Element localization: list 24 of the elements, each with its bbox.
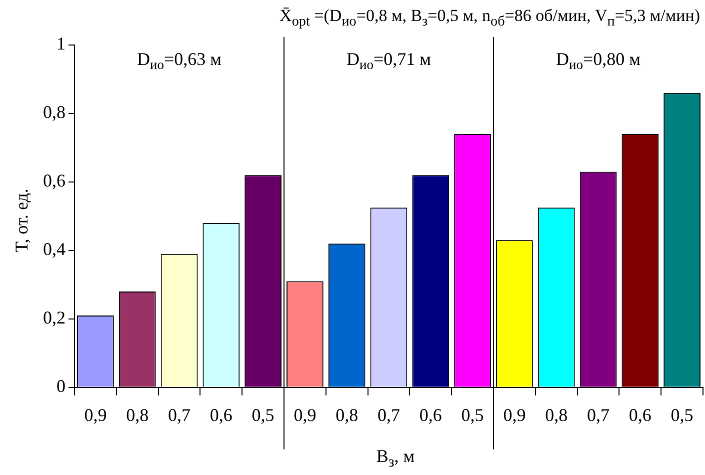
y-tick-label: 0 [56,376,66,396]
x-tick-label: 0,7 [378,404,400,425]
x-tick-label: 0,7 [168,404,190,425]
x-tick-label: 0,7 [587,404,610,425]
y-tick-label: 0,2 [43,308,66,328]
x-tick-label: 0,5 [252,404,274,425]
x-tick-label: 0,6 [628,404,652,425]
x-tick-label: 0,9 [503,404,526,425]
x-tick-label: 0,5 [461,404,484,425]
x-tick-label: 0,9 [84,404,107,425]
x-axis-title: В$_{з}$, м [375,446,416,472]
x-tick-label: 0,6 [210,404,232,425]
y-tick-label: 1 [56,34,66,54]
y-axis-title: Т, от. ед. [12,188,32,254]
x-tick-label: 0,9 [294,404,316,425]
y-tick-label: 0,8 [43,102,66,122]
x-tick-label: 0,8 [545,404,568,425]
y-tick-label: 0,4 [43,239,66,260]
y-tick-label: 0,6 [43,170,66,191]
x-tick-label: 0,8 [336,404,358,425]
chart-title: X̄$_{opt}$ =(D$_{ио}$=0,8 м, В$_{з}$=0,5 м, n$_{об}$=86 об/мин, V$_{п}$=5,3 м/мин) [280,6,700,30]
x-tick-label: 0,8 [126,404,149,425]
x-tick-label: 0,6 [419,404,442,425]
x-tick-label: 0,5 [670,404,694,425]
